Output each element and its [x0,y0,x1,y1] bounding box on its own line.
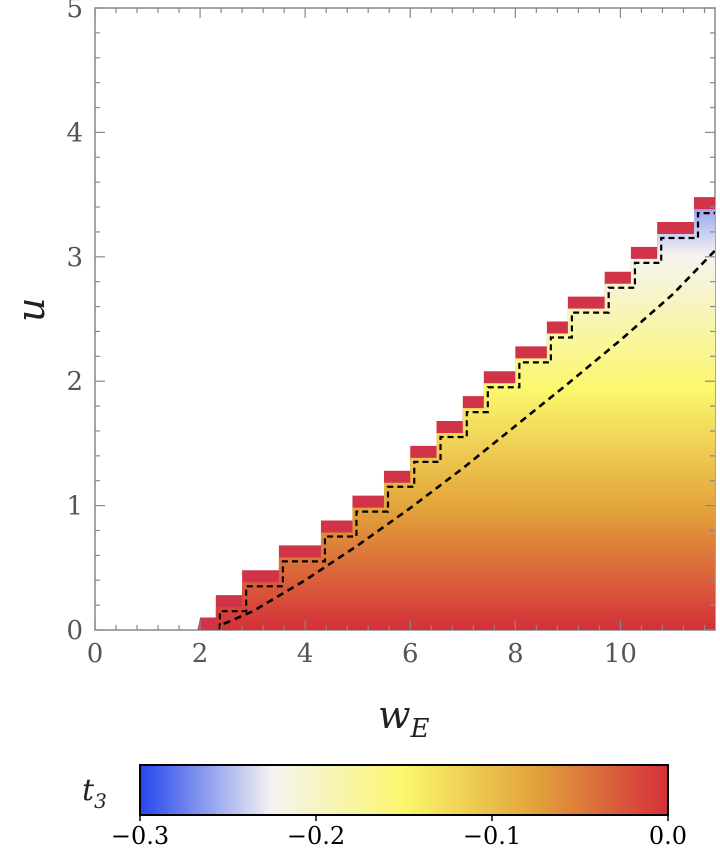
y-tick-label: 2 [66,367,83,397]
y-tick-label: 3 [66,243,83,273]
x-axis-title: wE [378,693,430,744]
heat-region [200,209,715,630]
x-tick-label: 10 [604,639,637,669]
y-axis-ticks: 0 1 2 3 4 5 [66,0,715,646]
y-tick-label: 5 [66,0,83,24]
x-tick-label: 2 [192,639,209,669]
colorbar-tick-label: 0.0 [649,822,687,850]
colorbar-title: t3 [82,773,107,813]
colorbar-tick-label: −0.2 [287,822,345,850]
colorbar [139,764,669,816]
y-axis-title: u [9,298,53,322]
y-tick-label: 0 [66,616,83,646]
colorbar-tick-label: −0.1 [463,822,521,850]
boundary-contour-dashed [218,211,715,630]
x-tick-label: 6 [402,639,419,669]
x-axis-ticks: 0 2 4 6 8 10 [87,8,706,669]
y-tick-label: 1 [66,492,83,522]
x-tick-label: 4 [297,639,314,669]
x-tick-label: 0 [87,639,104,669]
colorbar-ticks: −0.3 −0.2 −0.1 0.0 [111,815,687,850]
colorbar-tick-label: −0.3 [111,822,169,850]
contour-line-minus-0.2 [223,249,715,625]
x-tick-label: 8 [507,639,524,669]
y-tick-label: 4 [66,118,83,148]
